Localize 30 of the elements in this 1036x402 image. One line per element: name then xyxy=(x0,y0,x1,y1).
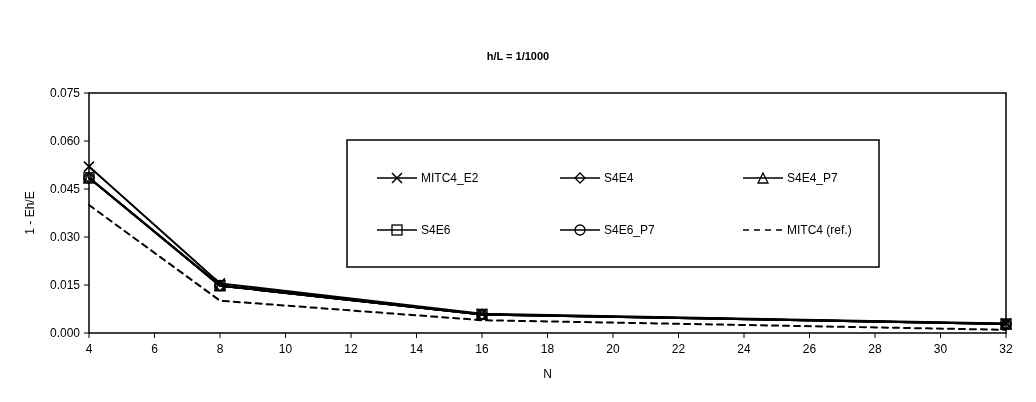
x-tick-label: 20 xyxy=(606,342,620,356)
legend-label: MITC4 (ref.) xyxy=(787,223,852,237)
legend-label: MITC4_E2 xyxy=(421,171,479,185)
y-tick-label: 0.015 xyxy=(49,278,81,292)
y-tick-label: 0.000 xyxy=(49,326,81,340)
legend-label: S4E4_P7 xyxy=(787,171,839,185)
y-tick-label: 0.030 xyxy=(49,230,81,244)
x-tick-label: 12 xyxy=(344,342,358,356)
x-tick-label: 6 xyxy=(151,342,159,356)
y-tick-label: 0.060 xyxy=(49,134,81,148)
x-tick-label: 8 xyxy=(216,342,224,356)
x-tick-label: 16 xyxy=(475,342,489,356)
chart-title: h/L = 1/1000 xyxy=(486,50,550,62)
x-tick-label: 30 xyxy=(933,342,948,356)
legend-label: S4E6 xyxy=(421,223,451,237)
x-tick-label: 26 xyxy=(802,342,817,356)
legend-label: S4E6_P7 xyxy=(604,223,656,237)
y-tick-label: 0.075 xyxy=(49,86,81,100)
y-tick-label: 0.045 xyxy=(49,182,81,196)
legend-label: S4E4 xyxy=(604,171,634,185)
x-tick-label: 32 xyxy=(999,342,1013,356)
x-tick-label: 22 xyxy=(671,342,686,356)
x-tick-label: 18 xyxy=(540,342,555,356)
x-tick-label: 28 xyxy=(868,342,882,356)
x-tick-label: 14 xyxy=(409,342,424,356)
x-axis-title: N xyxy=(543,367,552,381)
x-tick-label: 10 xyxy=(278,342,293,356)
x-tick-label: 4 xyxy=(85,342,93,356)
x-tick-label: 24 xyxy=(737,342,751,356)
y-axis-title: 1 - Eh/E xyxy=(23,191,37,235)
